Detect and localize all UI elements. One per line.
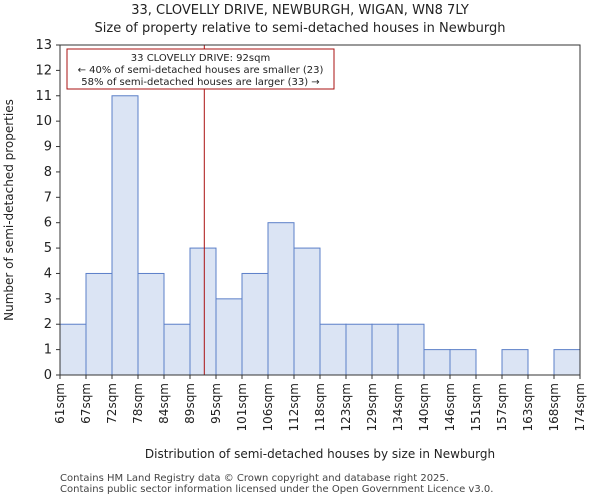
footer-line-1: Contains HM Land Registry data © Crown c… bbox=[60, 473, 449, 484]
histogram-bar bbox=[137, 272, 165, 376]
x-axis-label: Distribution of semi-detached houses by … bbox=[145, 447, 495, 461]
histogram-bar bbox=[397, 323, 425, 376]
histogram-bar bbox=[85, 272, 113, 376]
x-tick-label: 106sqm bbox=[261, 383, 275, 431]
x-tick-label: 134sqm bbox=[391, 383, 405, 431]
y-tick-label: 9 bbox=[44, 140, 52, 155]
chart-subtitle: Size of property relative to semi-detach… bbox=[94, 21, 506, 36]
histogram-bar bbox=[111, 95, 139, 376]
histogram-bar bbox=[449, 349, 477, 376]
y-tick-label: 8 bbox=[44, 165, 52, 180]
y-tick-label: 0 bbox=[44, 368, 52, 383]
x-tick-label: 84sqm bbox=[157, 383, 171, 424]
histogram-bar bbox=[215, 298, 243, 376]
histogram-bar bbox=[345, 323, 373, 376]
annotation-line-2: ← 40% of semi-detached houses are smalle… bbox=[78, 65, 324, 76]
histogram-bar bbox=[293, 247, 321, 376]
x-tick-label: 78sqm bbox=[131, 383, 145, 424]
y-tick-label: 10 bbox=[35, 114, 52, 129]
x-tick-label: 151sqm bbox=[469, 383, 483, 431]
y-tick-label: 12 bbox=[35, 63, 52, 78]
histogram-bar bbox=[267, 222, 295, 376]
histogram-bar bbox=[319, 323, 347, 376]
histogram-bar bbox=[501, 349, 529, 376]
chart-title: 33, CLOVELLY DRIVE, NEWBURGH, WIGAN, WN8… bbox=[131, 3, 469, 18]
x-tick-label: 101sqm bbox=[235, 383, 249, 431]
x-tick-label: 168sqm bbox=[547, 383, 561, 431]
x-tick-label: 61sqm bbox=[53, 383, 67, 424]
y-tick-label: 3 bbox=[44, 292, 52, 307]
x-tick-label: 123sqm bbox=[339, 383, 353, 431]
x-tick-label: 72sqm bbox=[105, 383, 119, 424]
y-tick-label: 5 bbox=[44, 241, 52, 256]
x-tick-label: 146sqm bbox=[443, 383, 457, 431]
annotation-line-1: 33 CLOVELLY DRIVE: 92sqm bbox=[131, 53, 270, 64]
footer-line-2: Contains public sector information licen… bbox=[60, 484, 494, 495]
y-tick-label: 4 bbox=[44, 266, 52, 281]
histogram-bar bbox=[163, 323, 191, 376]
x-tick-label: 129sqm bbox=[365, 383, 379, 431]
y-tick-label: 6 bbox=[44, 216, 52, 231]
plot-frame bbox=[59, 44, 581, 376]
x-tick-label: 95sqm bbox=[209, 383, 223, 424]
histogram-bar bbox=[371, 323, 399, 376]
y-tick-label: 11 bbox=[35, 89, 52, 104]
x-tick-label: 118sqm bbox=[313, 383, 327, 431]
annotation-line-3: 58% of semi-detached houses are larger (… bbox=[81, 77, 319, 88]
x-tick-label: 89sqm bbox=[183, 383, 197, 424]
x-tick-label: 157sqm bbox=[495, 383, 509, 431]
y-tick-label: 7 bbox=[44, 190, 52, 205]
x-tick-label: 163sqm bbox=[521, 383, 535, 431]
y-axis-label: Number of semi-detached properties bbox=[2, 99, 16, 321]
y-tick-label: 1 bbox=[44, 343, 52, 358]
x-tick-label: 174sqm bbox=[573, 383, 587, 431]
histogram-bar bbox=[59, 323, 87, 376]
y-tick-label: 2 bbox=[44, 317, 52, 332]
annotation-box bbox=[66, 48, 335, 90]
histogram-bar bbox=[189, 247, 217, 376]
histogram-bar bbox=[423, 349, 451, 376]
histogram-bar bbox=[241, 272, 269, 376]
x-tick-label: 140sqm bbox=[417, 383, 431, 431]
y-tick-label: 13 bbox=[35, 38, 52, 53]
histogram-bar bbox=[553, 349, 581, 376]
x-tick-label: 67sqm bbox=[79, 383, 93, 424]
x-tick-label: 112sqm bbox=[287, 383, 301, 431]
